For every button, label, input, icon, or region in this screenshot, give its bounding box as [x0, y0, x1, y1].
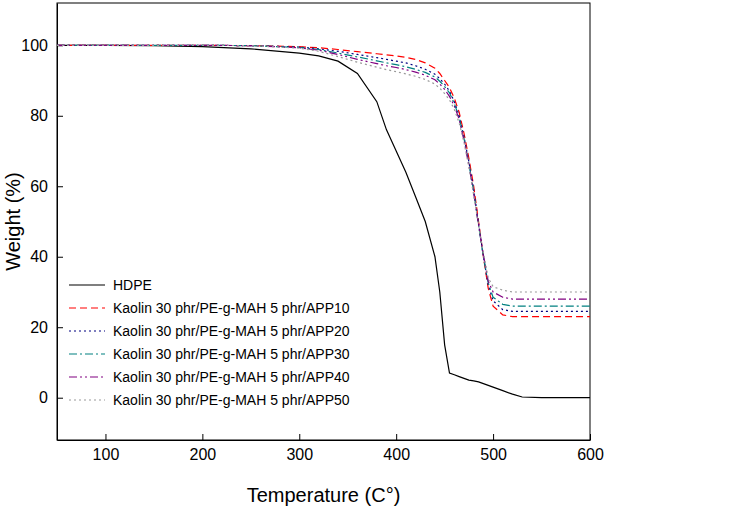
y-tick: 100	[21, 37, 63, 54]
legend-entry: Kaolin 30 phr/PE-g-MAH 5 phr/APP40	[69, 369, 350, 385]
y-tick-mark	[57, 398, 63, 399]
legend-entry: Kaolin 30 phr/PE-g-MAH 5 phr/APP30	[69, 346, 350, 362]
x-axis: 100 200 300 400 500 600	[58, 434, 604, 463]
legend-label: Kaolin 30 phr/PE-g-MAH 5 phr/APP40	[113, 369, 350, 385]
series-line	[57, 45, 590, 292]
x-axis-line	[58, 440, 591, 441]
y-tick-label: 0	[39, 389, 48, 406]
legend-swatch	[69, 330, 105, 331]
chart: 100 200 300 400 500 600 0 20 40 60 80 100 HDPE Kaolin…	[0, 0, 744, 530]
series-line	[57, 45, 590, 311]
x-axis-title: Temperature (C°)	[247, 484, 401, 506]
y-tick: 80	[30, 107, 63, 124]
y-tick-label: 80	[30, 107, 48, 124]
legend-entry: Kaolin 30 phr/PE-g-MAH 5 phr/APP20	[69, 323, 350, 339]
legend-swatch	[69, 399, 105, 400]
series-line	[57, 45, 590, 299]
legend-entry: Kaolin 30 phr/PE-g-MAH 5 phr/APP10	[69, 300, 350, 316]
y-tick-label: 40	[30, 248, 48, 265]
x-tick: 200	[190, 434, 217, 463]
legend-swatch	[69, 353, 105, 354]
y-tick-label: 20	[30, 319, 48, 336]
y-tick-mark	[57, 186, 63, 187]
y-tick: 0	[39, 389, 63, 406]
y-tick-label: 100	[21, 37, 48, 54]
plot-frame	[57, 3, 590, 440]
x-tick-mark	[493, 434, 494, 440]
series-line	[57, 45, 590, 306]
x-tick-label: 500	[480, 446, 507, 463]
y-tick: 20	[30, 319, 63, 336]
x-tick: 500	[480, 434, 507, 463]
x-tick-label: 600	[577, 446, 604, 463]
x-tick-label: 300	[286, 446, 313, 463]
x-tick: 300	[286, 434, 313, 463]
legend-swatch	[69, 376, 105, 377]
legend-label: Kaolin 30 phr/PE-g-MAH 5 phr/APP20	[113, 323, 350, 339]
legend-entry: Kaolin 30 phr/PE-g-MAH 5 phr/APP50	[69, 392, 350, 408]
x-tick-mark	[299, 434, 300, 440]
lines	[57, 45, 590, 397]
y-tick: 40	[30, 248, 63, 265]
plot-area: 100 200 300 400 500 600 0 20 40 60 80 100 HDPE Kaolin…	[21, 3, 604, 463]
y-axis-line	[57, 4, 58, 441]
legend-swatch	[69, 307, 105, 308]
legend-label: Kaolin 30 phr/PE-g-MAH 5 phr/APP30	[113, 346, 350, 362]
x-tick-label: 200	[190, 446, 217, 463]
y-tick-mark	[57, 116, 63, 117]
y-axis: 0 20 40 60 80 100	[21, 4, 63, 441]
x-tick-mark	[396, 434, 397, 440]
legend-label: Kaolin 30 phr/PE-g-MAH 5 phr/APP10	[113, 300, 350, 316]
x-tick: 100	[93, 434, 120, 463]
legend: HDPE Kaolin 30 phr/PE-g-MAH 5 phr/APP10 Ka…	[69, 277, 350, 408]
y-tick-mark	[57, 257, 63, 258]
x-tick-mark	[202, 434, 203, 440]
y-tick: 60	[30, 178, 63, 195]
y-axis-title: Weight (%)	[2, 172, 24, 271]
x-tick-label: 100	[93, 446, 120, 463]
y-tick-label: 60	[30, 178, 48, 195]
x-tick: 400	[383, 434, 410, 463]
x-tick-label: 400	[383, 446, 410, 463]
x-tick-mark	[105, 434, 106, 440]
y-tick-mark	[57, 327, 63, 328]
legend-label: HDPE	[113, 277, 152, 293]
legend-swatch	[69, 284, 105, 285]
legend-entry: HDPE	[69, 277, 152, 293]
series-line	[57, 45, 590, 316]
series-line	[57, 45, 590, 397]
legend-label: Kaolin 30 phr/PE-g-MAH 5 phr/APP50	[113, 392, 350, 408]
x-tick: 600	[577, 434, 604, 463]
x-tick-mark	[590, 434, 591, 440]
